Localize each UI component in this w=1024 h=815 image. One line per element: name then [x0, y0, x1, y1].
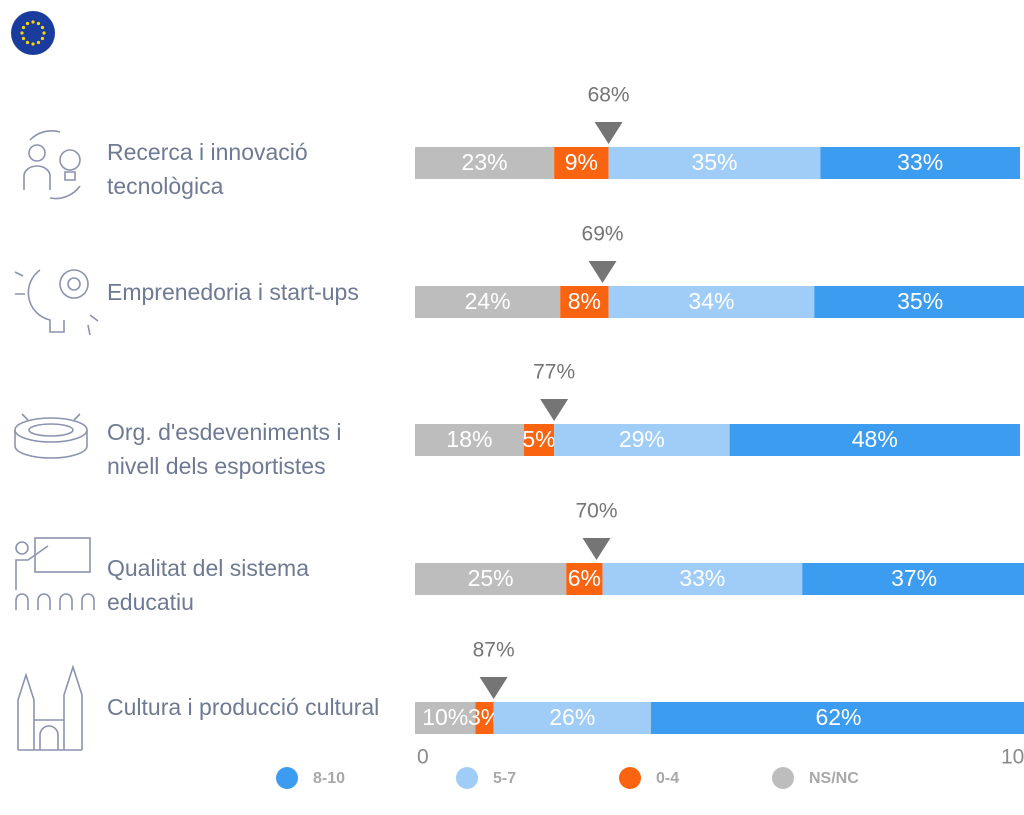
- category-label: Org. d'esdeveniments i nivell dels espor…: [107, 419, 342, 479]
- x-tick-label: 100: [1001, 746, 1024, 769]
- marker-triangle: [540, 399, 569, 421]
- bar-label: 35%: [691, 149, 737, 175]
- legend-swatch: [276, 767, 298, 789]
- category-label: Cultura i producció cultural: [107, 694, 380, 720]
- icon-education: [15, 537, 95, 610]
- legend-label: 8-10: [313, 770, 345, 787]
- bar-label: 25%: [468, 565, 514, 591]
- bar-segment: [650, 702, 1024, 734]
- bar-segment: [729, 424, 1020, 456]
- bar-label: 48%: [852, 426, 898, 452]
- bar-label: 33%: [679, 565, 725, 591]
- marker-label: 77%: [533, 361, 575, 384]
- bar-label: 34%: [688, 288, 734, 314]
- bar-segment: [554, 424, 730, 456]
- bar-label: 37%: [891, 565, 937, 591]
- bar-label: 24%: [465, 288, 511, 314]
- marker-triangle: [479, 677, 508, 699]
- marker-triangle: [588, 261, 617, 283]
- marker-label: 87%: [473, 639, 515, 662]
- bar-segment: [415, 424, 524, 456]
- x-tick-label: 0: [417, 746, 429, 769]
- bar-segment: [415, 702, 476, 734]
- bar-segment: [602, 563, 803, 595]
- legend-label: 0-4: [656, 770, 679, 787]
- icon-sagrada-familia: [17, 664, 83, 751]
- marker-label: 68%: [588, 84, 630, 107]
- eu-logo: [11, 11, 55, 55]
- bar-segment: [415, 147, 555, 179]
- legend-swatch: [619, 767, 641, 789]
- category-label: Emprenedoria i start-ups: [107, 279, 359, 305]
- bar-segment: [802, 563, 1024, 595]
- bar-label: 33%: [897, 149, 943, 175]
- bar-label: 29%: [619, 426, 665, 452]
- bar-segment: [566, 563, 603, 595]
- marker-label: 69%: [582, 223, 624, 246]
- legend-label: NS/NC: [809, 770, 859, 787]
- bar-label: 6%: [568, 565, 601, 591]
- icon-research: [23, 130, 81, 200]
- category-label: Qualitat del sistema educatiu: [107, 555, 309, 615]
- legend-swatch: [772, 767, 794, 789]
- icon-startup: [14, 269, 99, 336]
- bar-label: 26%: [549, 704, 595, 730]
- bar-segment: [493, 702, 651, 734]
- icon-stadium: [14, 413, 88, 459]
- bar-segment: [608, 147, 821, 179]
- bar-segment: [415, 286, 561, 318]
- bar-label: 10%: [422, 704, 468, 730]
- bar-segment: [814, 286, 1024, 318]
- bar-segment: [523, 424, 555, 456]
- bar-segment: [608, 286, 815, 318]
- bar-segment: [820, 147, 1020, 179]
- bar-label: 23%: [462, 149, 508, 175]
- marker-triangle: [582, 538, 611, 560]
- bar-segment: [554, 147, 609, 179]
- bar-label: 9%: [565, 149, 598, 175]
- legend-swatch: [456, 767, 478, 789]
- legend-label: 5-7: [493, 770, 516, 787]
- bar-segment: [560, 286, 609, 318]
- bar-label: 62%: [815, 704, 861, 730]
- bar-label: 18%: [446, 426, 492, 452]
- category-label: Recerca i innovació tecnològica: [107, 139, 308, 199]
- bar-segment: [475, 702, 494, 734]
- marker-triangle: [594, 122, 623, 144]
- bar-label: 5%: [522, 426, 555, 452]
- marker-label: 70%: [575, 500, 617, 523]
- bar-label: 8%: [568, 288, 601, 314]
- bar-segment: [415, 563, 567, 595]
- bar-label: 35%: [897, 288, 943, 314]
